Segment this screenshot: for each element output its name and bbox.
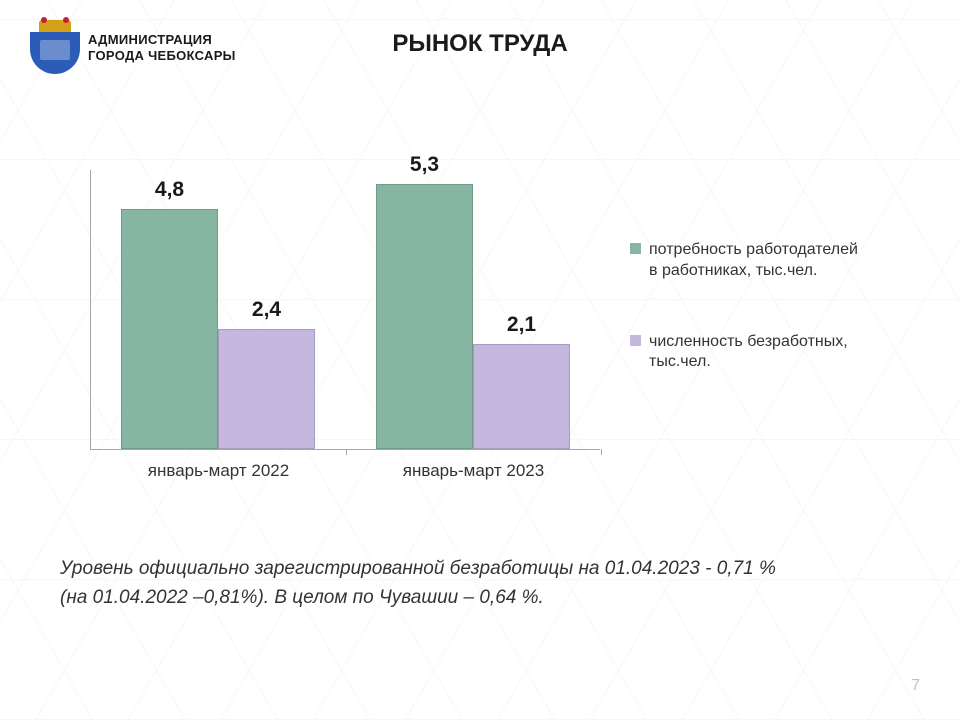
group-tick xyxy=(346,449,347,455)
page-number: 7 xyxy=(911,677,920,695)
legend-swatch xyxy=(630,243,641,254)
bar-group: 5,32,1 xyxy=(376,184,570,449)
bar: 5,3 xyxy=(376,184,473,449)
x-axis-labels: январь-март 2022январь-март 2023 xyxy=(91,461,601,481)
bar-value-label: 2,1 xyxy=(474,313,569,337)
bar: 2,4 xyxy=(218,329,315,449)
legend-item: численность безработных, тыс.чел. xyxy=(630,332,870,374)
x-axis-label: январь-март 2023 xyxy=(346,461,601,481)
bar: 2,1 xyxy=(473,344,570,449)
footnote: Уровень официально зарегистрированной бе… xyxy=(60,555,776,612)
org-text: АДМИНИСТРАЦИЯ ГОРОДА ЧЕБОКСАРЫ xyxy=(88,32,236,63)
logo-block: АДМИНИСТРАЦИЯ ГОРОДА ЧЕБОКСАРЫ xyxy=(30,20,236,75)
bar-value-label: 4,8 xyxy=(122,178,217,202)
labor-chart: январь-март 2022январь-март 2023 4,82,45… xyxy=(90,170,870,480)
bar-value-label: 5,3 xyxy=(377,153,472,177)
legend-swatch xyxy=(630,335,641,346)
legend-text: потребность работодателей в работниках, … xyxy=(649,240,870,282)
x-axis-label: январь-март 2022 xyxy=(91,461,346,481)
footnote-line1: Уровень официально зарегистрированной бе… xyxy=(60,555,776,584)
bar-value-label: 2,4 xyxy=(219,298,314,322)
bar: 4,8 xyxy=(121,209,218,449)
legend-text: численность безработных, тыс.чел. xyxy=(649,332,870,374)
bar-group: 4,82,4 xyxy=(121,209,315,449)
footnote-line2: (на 01.04.2022 –0,81%). В целом по Чуваш… xyxy=(60,584,776,613)
page-title: РЫНОК ТРУДА xyxy=(392,30,567,58)
emblem-icon xyxy=(30,20,80,75)
org-line2: ГОРОДА ЧЕБОКСАРЫ xyxy=(88,48,236,64)
legend-item: потребность работодателей в работниках, … xyxy=(630,240,870,282)
legend: потребность работодателей в работниках, … xyxy=(630,240,870,480)
org-line1: АДМИНИСТРАЦИЯ xyxy=(88,32,236,48)
group-tick xyxy=(601,449,602,455)
plot-area: январь-март 2022январь-март 2023 4,82,45… xyxy=(90,170,600,450)
